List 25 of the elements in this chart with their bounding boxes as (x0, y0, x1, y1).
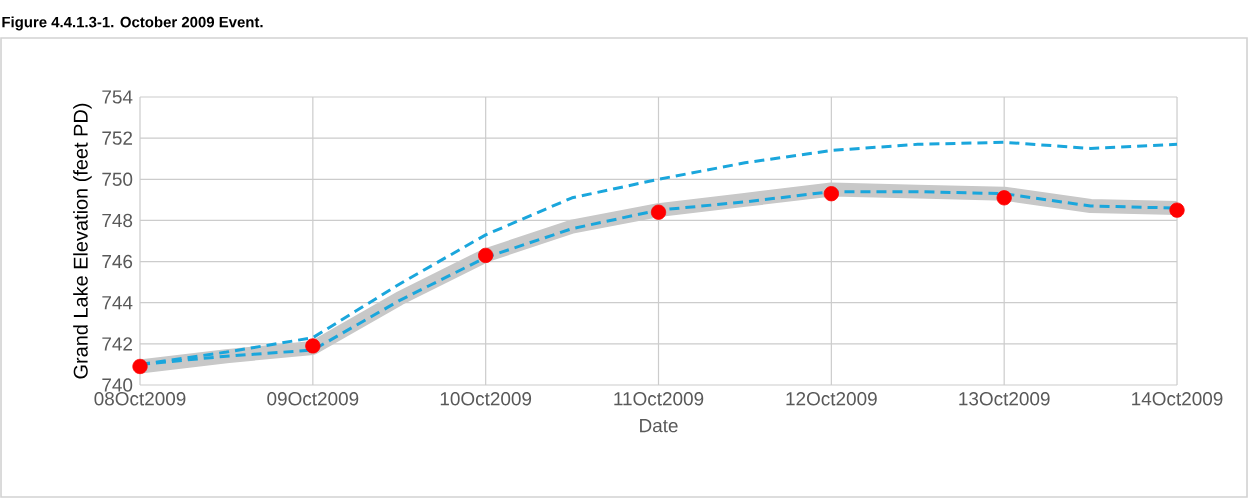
y-axis-title: Grand Lake Elevation (feet PD) (73, 103, 92, 379)
y-tick-label: 740 (102, 378, 133, 392)
x-axis-title: Date (640, 419, 678, 433)
x-tick-label: 12Oct2009 (786, 392, 877, 406)
x-tick-label: 13Oct2009 (959, 392, 1050, 406)
x-tick-label: 10Oct2009 (440, 392, 532, 406)
x-tick-label: 14Oct2009 (1132, 392, 1223, 406)
point (823, 186, 839, 202)
point (478, 247, 494, 263)
chart-title: Figure 4.4.1.3-1. October 2009 Event. (2, 16, 263, 31)
x-tick-label: 09Oct2009 (267, 392, 359, 406)
x-tick-label: 08Oct2009 (94, 392, 186, 406)
point (132, 358, 148, 375)
x-tick-label: 11Oct2009 (614, 392, 704, 406)
y-tick-label: 750 (102, 172, 133, 186)
point (305, 338, 321, 354)
y-tick-label: 744 (102, 296, 133, 310)
y-tick-label: 752 (102, 131, 133, 145)
point (996, 190, 1012, 206)
y-tick-label: 754 (102, 90, 133, 104)
point (650, 204, 667, 220)
y-tick-label: 746 (102, 254, 133, 269)
point (1169, 202, 1185, 218)
y-tick-label: 742 (102, 337, 133, 351)
y-tick-label: 748 (102, 213, 133, 228)
